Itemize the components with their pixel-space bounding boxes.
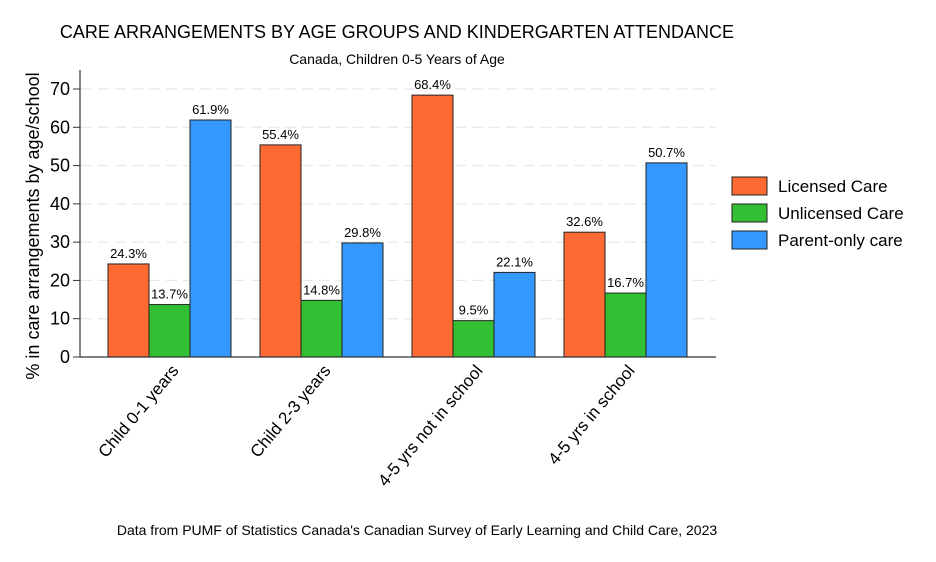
data-label: 13.7% xyxy=(151,287,188,302)
bar xyxy=(148,304,191,358)
bar xyxy=(645,162,688,358)
y-tick-label: 20 xyxy=(50,270,70,290)
data-label: 32.6% xyxy=(566,214,603,229)
bar xyxy=(452,320,495,358)
data-label: 61.9% xyxy=(192,102,229,117)
y-tick-label: 70 xyxy=(50,79,70,99)
legend-label: Parent-only care xyxy=(778,231,903,250)
data-labels: 24.3% 13.7% 61.9% 55.4% 14.8% 29.8% 68.4% 9.5% 2… xyxy=(110,77,685,318)
data-label: 14.8% xyxy=(303,282,340,297)
legend-swatch xyxy=(731,176,768,196)
y-tick-label: 40 xyxy=(50,194,70,214)
data-label: 24.3% xyxy=(110,246,147,261)
bars xyxy=(107,94,688,358)
bar xyxy=(107,263,150,358)
legend-swatch xyxy=(731,230,768,250)
bar xyxy=(493,271,536,358)
chart-subtitle: Canada, Children 0-5 Years of Age xyxy=(289,51,505,67)
legend: Licensed Care Unlicensed Care Parent-only … xyxy=(731,176,904,250)
y-tick-label: 50 xyxy=(50,156,70,176)
data-label: 55.4% xyxy=(262,127,299,142)
data-label: 9.5% xyxy=(459,303,489,318)
data-label: 29.8% xyxy=(344,225,381,240)
legend-swatch xyxy=(731,203,768,223)
y-axis: 0 10 20 30 40 50 60 70 xyxy=(50,70,81,367)
gridlines xyxy=(81,88,716,320)
x-tick-label: Child 0-1 years xyxy=(95,361,183,461)
x-tick-label: 4-5 yrs in school xyxy=(544,361,638,468)
bar xyxy=(411,94,454,358)
source-note: Data from PUMF of Statistics Canada's Ca… xyxy=(117,522,718,538)
chart-title: CARE ARRANGEMENTS BY AGE GROUPS AND KIND… xyxy=(60,22,734,42)
x-axis: Child 0-1 years Child 2-3 years 4-5 yrs no… xyxy=(80,356,716,490)
x-tick-label: Child 2-3 years xyxy=(247,361,335,461)
y-tick-label: 0 xyxy=(60,347,70,367)
y-axis-label: % in care arrangements by age/school xyxy=(23,72,43,379)
y-tick-label: 10 xyxy=(50,309,70,329)
bar xyxy=(259,144,302,358)
bar xyxy=(604,292,647,358)
data-label: 68.4% xyxy=(414,77,451,92)
data-label: 22.1% xyxy=(496,254,533,269)
bar xyxy=(189,119,232,358)
bar xyxy=(341,242,384,358)
legend-label: Licensed Care xyxy=(778,177,888,196)
bar xyxy=(300,299,343,358)
bar xyxy=(563,231,606,358)
x-tick-label: 4-5 yrs not in school xyxy=(374,361,486,490)
legend-label: Unlicensed Care xyxy=(778,204,904,223)
data-label: 16.7% xyxy=(607,275,644,290)
y-tick-label: 30 xyxy=(50,232,70,252)
data-label: 50.7% xyxy=(648,145,685,160)
y-tick-label: 60 xyxy=(50,117,70,137)
